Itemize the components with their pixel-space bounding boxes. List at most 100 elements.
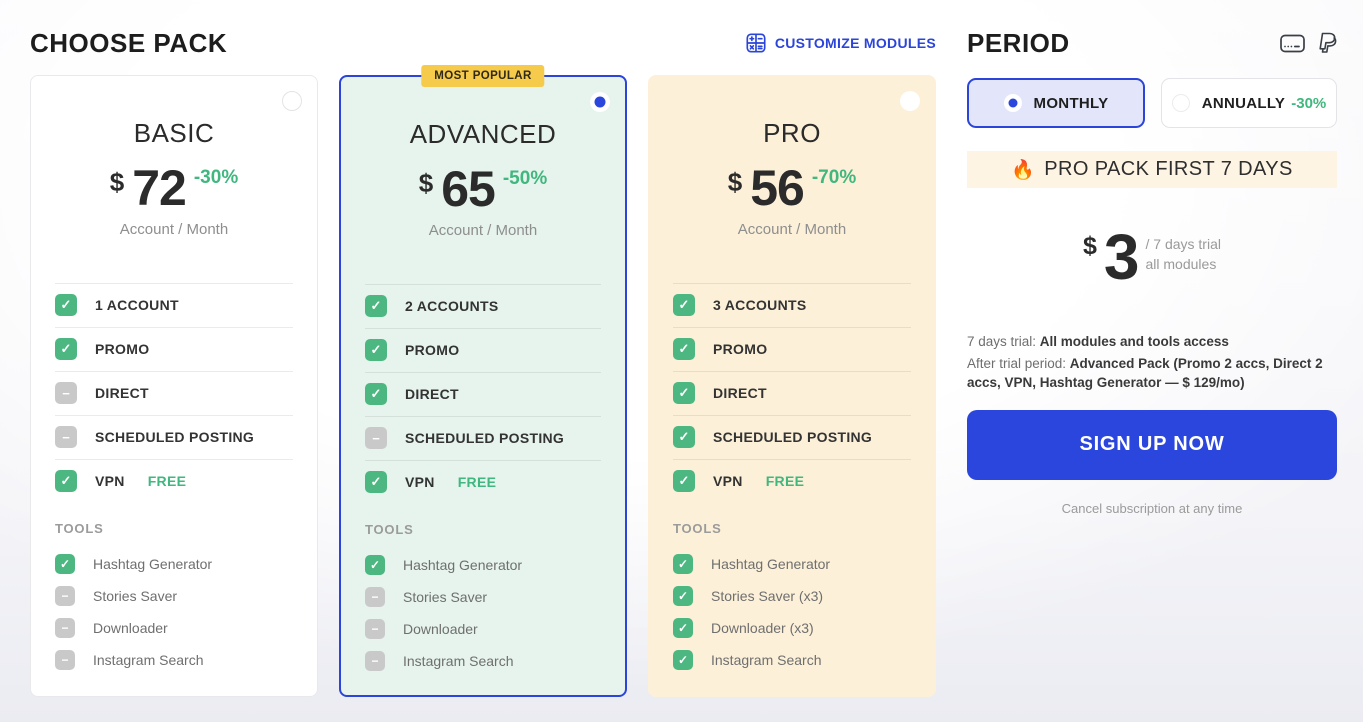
tool-label: Stories Saver (x3)	[711, 587, 824, 604]
trial-promo-banner: 🔥 PRO PACK FIRST 7 DAYS	[967, 151, 1337, 188]
currency-sign: $	[109, 167, 125, 197]
page-title: CHOOSE PACK	[30, 27, 228, 58]
tool-row: − Stories Saver	[55, 580, 293, 612]
trial-note-prefix: 7 days trial:	[967, 333, 1040, 349]
checkbox-checked-icon: ✓	[673, 382, 695, 404]
tool-row: ✓ Stories Saver (x3)	[673, 580, 911, 612]
trial-caption-line2: all modules	[1145, 256, 1217, 273]
feature-row: ✓ PROMO	[673, 326, 911, 371]
tool-row: − Downloader	[365, 613, 601, 645]
checkbox-checked-icon: ✓	[365, 295, 387, 317]
trial-price: $ 3 / 7 days trial all modules	[967, 221, 1337, 293]
feature-row: − SCHEDULED POSTING	[55, 414, 293, 459]
tools-list: ✓ Hashtag Generator − Stories Saver − Do…	[365, 549, 601, 677]
feature-row: ✓ 3 ACCOUNTS	[673, 282, 911, 327]
tool-label: Stories Saver	[93, 587, 178, 604]
pricing-card-basic[interactable]: BASIC $ 72 -30% Account / Month ✓ 1 ACCO…	[30, 75, 318, 697]
feature-label: DIRECT	[95, 385, 149, 401]
pack-price: $ 72 -30%	[55, 160, 293, 216]
feature-label: DIRECT	[713, 385, 767, 401]
payment-method-icons	[1280, 32, 1337, 54]
annually-toggle-button[interactable]: ANNUALLY -30%	[1161, 78, 1337, 128]
customize-modules-link[interactable]: CUSTOMIZE MODULES	[745, 32, 936, 54]
price-amount: 65	[441, 161, 496, 217]
trial-price-caption: / 7 days trial all modules	[1146, 234, 1221, 275]
checkbox-checked-icon: ✓	[55, 470, 77, 492]
pack-radio-unselected[interactable]	[900, 91, 920, 111]
feature-row: ✓ SCHEDULED POSTING	[673, 414, 911, 459]
pack-radio-selected[interactable]	[590, 92, 610, 112]
most-popular-badge: MOST POPULAR	[421, 65, 545, 87]
checkbox-checked-icon: ✓	[673, 585, 693, 606]
tool-label: Instagram Search	[403, 652, 514, 669]
tool-row: − Downloader	[55, 612, 293, 644]
price-per-label: Account / Month	[428, 221, 538, 239]
trial-notes: 7 days trial: All modules and tools acce…	[967, 333, 1337, 393]
feature-label: DIRECT	[405, 386, 459, 402]
period-panel: PERIOD MONTHLY	[967, 26, 1337, 516]
discount-badge: -50%	[502, 168, 548, 189]
cancel-subscription-note: Cancel subscription at any time	[1061, 500, 1243, 516]
tool-row: ✓ Instagram Search	[673, 644, 911, 676]
fire-icon: 🔥	[1011, 159, 1036, 181]
feature-row: − DIRECT	[55, 370, 293, 415]
feature-label: PROMO	[405, 342, 460, 358]
tools-title: TOOLS	[55, 520, 104, 536]
pricing-card-advanced[interactable]: MOST POPULAR ADVANCED $ 65 -50% Account …	[339, 65, 627, 697]
checkbox-unchecked-icon: −	[55, 617, 75, 638]
calculator-icon	[745, 32, 767, 54]
monthly-toggle-button[interactable]: MONTHLY	[967, 78, 1145, 128]
price-per-label: Account / Month	[119, 220, 229, 238]
pack-radio-unselected[interactable]	[282, 91, 302, 111]
feature-label: VPN	[95, 473, 125, 489]
tool-row: − Stories Saver	[365, 581, 601, 613]
features-list: ✓ 1 ACCOUNT ✓ PROMO − DIRECT − SCHEDULED…	[55, 282, 293, 503]
tool-label: Hashtag Generator	[403, 556, 523, 573]
tool-row: − Instagram Search	[365, 645, 601, 677]
feature-row: ✓ 2 ACCOUNTS	[365, 283, 601, 328]
feature-row: ✓ PROMO	[365, 327, 601, 372]
feature-label: 2 ACCOUNTS	[405, 298, 499, 314]
feature-free-tag: FREE	[147, 473, 187, 489]
tool-label: Hashtag Generator	[93, 555, 213, 572]
pack-name: PRO	[763, 118, 821, 148]
trial-amount: 3	[1103, 221, 1140, 293]
checkbox-checked-icon: ✓	[365, 383, 387, 405]
monthly-label: MONTHLY	[1033, 94, 1109, 112]
checkbox-checked-icon: ✓	[673, 338, 695, 360]
feature-row: − SCHEDULED POSTING	[365, 415, 601, 460]
annually-label: ANNUALLY	[1201, 94, 1286, 112]
pack-name: BASIC	[133, 118, 215, 148]
feature-row: ✓ VPN FREE	[55, 458, 293, 503]
checkbox-unchecked-icon: −	[365, 618, 385, 639]
tool-label: Instagram Search	[93, 651, 204, 668]
feature-row: ✓ DIRECT	[673, 370, 911, 415]
tools-list: ✓ Hashtag Generator ✓ Stories Saver (x3)…	[673, 548, 911, 676]
trial-note-bold: All modules and tools access	[1039, 333, 1229, 349]
price-per-label: Account / Month	[737, 220, 847, 238]
tool-row: − Instagram Search	[55, 644, 293, 676]
tool-label: Instagram Search	[711, 651, 822, 668]
currency-sign: $	[418, 168, 434, 198]
tool-row: ✓ Hashtag Generator	[55, 548, 293, 580]
tools-title: TOOLS	[365, 521, 414, 537]
pack-price: $ 65 -50%	[365, 161, 601, 217]
trial-caption-line1: / 7 days trial	[1145, 236, 1221, 252]
feature-row: ✓ 1 ACCOUNT	[55, 282, 293, 327]
pricing-card-pro[interactable]: PRO $ 56 -70% Account / Month ✓ 3 ACCOUN…	[648, 75, 936, 697]
checkbox-checked-icon: ✓	[55, 553, 75, 574]
sign-up-now-button[interactable]: SIGN UP NOW	[967, 409, 1337, 480]
tool-label: Downloader (x3)	[711, 619, 814, 636]
tools-list: ✓ Hashtag Generator − Stories Saver − Do…	[55, 548, 293, 676]
checkbox-unchecked-icon: −	[55, 382, 77, 404]
checkbox-checked-icon: ✓	[673, 617, 693, 638]
annually-discount: -30%	[1291, 94, 1327, 112]
trial-promo-text: PRO PACK FIRST 7 DAYS	[1044, 158, 1293, 180]
checkbox-checked-icon: ✓	[365, 339, 387, 361]
billing-period-toggle: MONTHLY ANNUALLY -30%	[967, 78, 1337, 128]
after-trial-bold: Advanced Pack (Promo 2 accs, Direct 2 ac…	[967, 355, 1323, 390]
checkbox-unchecked-icon: −	[365, 650, 385, 671]
feature-label: SCHEDULED POSTING	[713, 429, 873, 445]
tool-label: Downloader	[403, 620, 478, 637]
price-amount: 72	[132, 160, 187, 216]
